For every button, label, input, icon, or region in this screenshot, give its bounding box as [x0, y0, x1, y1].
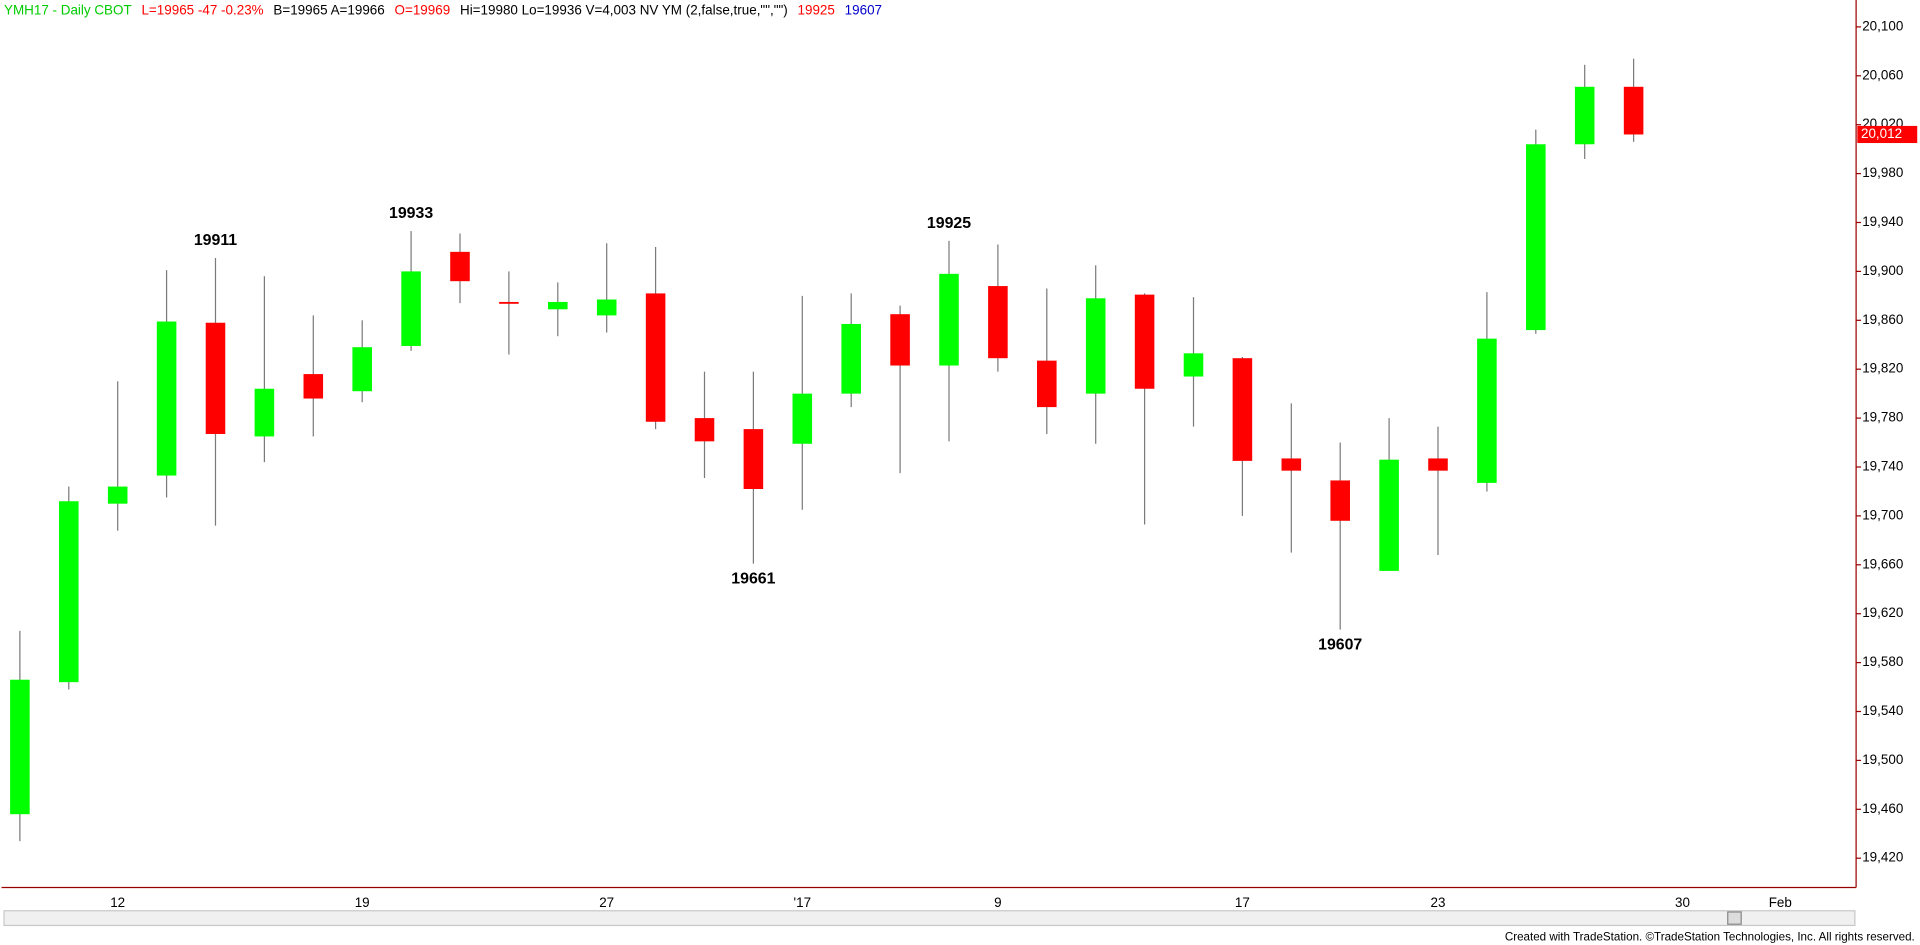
candle-body	[401, 271, 421, 346]
header-item: O=19969	[395, 3, 451, 18]
candle-body	[1330, 480, 1350, 521]
candle-body	[694, 418, 715, 442]
header-item: 19607	[845, 3, 882, 18]
candle-body	[743, 429, 764, 490]
candle-body	[59, 501, 79, 683]
candle-body	[1623, 86, 1644, 135]
candle-body	[1574, 86, 1595, 145]
y-tick-label: 19,780	[1862, 410, 1903, 425]
candle-body	[303, 374, 324, 399]
candle-body	[890, 314, 910, 366]
scrollbar[interactable]	[3, 910, 1856, 927]
x-tick-label: 9	[994, 895, 1001, 910]
candle-body	[988, 286, 1008, 359]
candle-body	[792, 393, 813, 444]
high-annotation: 19911	[194, 232, 237, 249]
x-tick-label: 17	[1235, 895, 1250, 910]
candle-body	[499, 301, 519, 304]
candle-body	[1281, 458, 1302, 471]
header-item: L=19965 -47 -0.23%	[141, 3, 263, 18]
candle-body	[1526, 144, 1546, 331]
y-tick-label: 19,820	[1862, 361, 1903, 376]
x-tick-label: 12	[110, 895, 125, 910]
y-tick-label: 19,660	[1862, 556, 1903, 571]
header-item: YMH17 - Daily CBOT	[4, 3, 132, 18]
y-tick-label: 19,740	[1862, 459, 1903, 474]
high-annotation: 19925	[927, 215, 971, 232]
candle-body	[841, 323, 861, 394]
x-tick-label: '17	[794, 895, 812, 910]
footer: Created with TradeStation. ©TradeStation…	[1505, 931, 1915, 944]
header-item: 19925	[798, 3, 835, 18]
candle-body	[1428, 458, 1448, 471]
candle-body	[352, 347, 372, 392]
low-annotation: 19607	[1318, 637, 1362, 654]
candle-body	[107, 486, 128, 504]
x-tick-label: 19	[355, 895, 370, 910]
y-tick-label: 19,700	[1862, 507, 1903, 522]
scroll-thumb[interactable]	[1727, 911, 1742, 925]
y-tick-label: 19,860	[1862, 312, 1903, 327]
x-tick-label: 27	[599, 895, 614, 910]
header-item: B=19965 A=19966	[273, 3, 384, 18]
x-tick-label: 30	[1675, 895, 1690, 910]
candle-body	[548, 301, 568, 310]
y-tick-label: 19,500	[1862, 752, 1903, 767]
y-tick-label: 19,980	[1862, 165, 1903, 180]
candle-body	[1477, 338, 1497, 483]
y-tick-label: 20,060	[1862, 67, 1903, 82]
candle-body	[596, 299, 617, 316]
candle-body	[1379, 459, 1399, 571]
candle-body	[1037, 360, 1057, 408]
y-tick-label: 19,420	[1862, 850, 1903, 865]
y-tick-label: 19,900	[1862, 263, 1903, 278]
candle-body	[1183, 353, 1204, 377]
last-price-label: 20,012	[1861, 126, 1902, 141]
y-tick-label: 19,580	[1862, 654, 1903, 669]
candle-body	[939, 273, 959, 366]
y-tick-label: 19,540	[1862, 703, 1903, 718]
candle-body	[1134, 294, 1155, 389]
x-tick-label: Feb	[1769, 895, 1792, 910]
y-tick-label: 19,460	[1862, 801, 1903, 816]
last-price-box	[1857, 125, 1918, 144]
y-tick-label: 19,620	[1862, 605, 1903, 620]
candle-body	[1085, 298, 1106, 394]
candle-body	[450, 251, 470, 282]
y-tick-label: 20,100	[1862, 18, 1903, 33]
candle-body	[254, 388, 275, 437]
candle-body	[205, 322, 226, 434]
low-annotation: 19661	[731, 571, 775, 588]
x-tick-label: 23	[1431, 895, 1446, 910]
header-item: Hi=19980 Lo=19936 V=4,003 NV YM (2,false…	[460, 3, 788, 18]
candle-body	[1232, 358, 1253, 461]
scroll-track[interactable]	[3, 910, 1856, 927]
candle-body	[645, 293, 666, 422]
candle-body	[10, 679, 30, 815]
high-annotation: 19933	[389, 205, 433, 222]
y-tick-label: 19,940	[1862, 214, 1903, 229]
candle-body	[156, 321, 177, 476]
